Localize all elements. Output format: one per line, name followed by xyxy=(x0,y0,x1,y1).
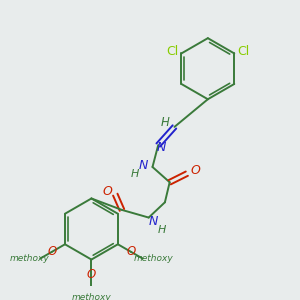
Text: methoxy: methoxy xyxy=(133,254,173,263)
Text: N: N xyxy=(138,159,148,172)
Text: O: O xyxy=(190,164,200,177)
Text: H: H xyxy=(131,169,140,179)
Text: N: N xyxy=(156,141,166,154)
Text: O: O xyxy=(87,268,96,281)
Text: Cl: Cl xyxy=(238,45,250,58)
Text: H: H xyxy=(160,116,169,129)
Text: N: N xyxy=(149,215,158,228)
Text: O: O xyxy=(127,245,136,258)
Text: O: O xyxy=(103,185,112,198)
Text: Cl: Cl xyxy=(167,45,179,58)
Text: H: H xyxy=(158,225,166,235)
Text: methoxy: methoxy xyxy=(72,293,111,300)
Text: methoxy: methoxy xyxy=(10,254,50,263)
Text: O: O xyxy=(47,245,56,258)
